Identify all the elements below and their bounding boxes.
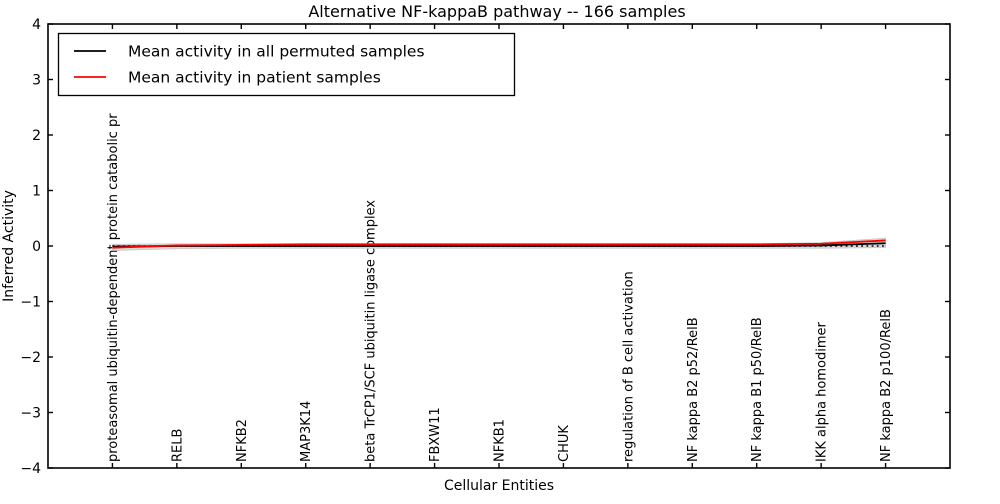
y-tick-label: −1 — [20, 295, 41, 311]
y-tick-label: 2 — [32, 128, 41, 144]
x-tick-label: beta TrCP1/SCF ubiquitin ligase complex — [364, 200, 379, 462]
y-tick-label: 0 — [32, 239, 41, 255]
x-tick-label: NF kappa B1 p50/RelB — [750, 317, 765, 462]
y-tick-label: −2 — [20, 350, 41, 366]
x-tick-label: NF kappa B2 p52/RelB — [686, 317, 701, 462]
x-tick-label: CHUK — [557, 425, 572, 462]
x-tick-label: FBXW11 — [428, 407, 443, 462]
x-axis-label: Cellular Entities — [444, 478, 554, 494]
x-tick-label: RELB — [170, 429, 185, 462]
legend: Mean activity in all permuted samples Me… — [57, 32, 516, 97]
legend-label-patient: Mean activity in patient samples — [128, 69, 381, 87]
x-tick-label: IKK alpha homodimer — [815, 321, 830, 462]
x-tick-label: MAP3K14 — [299, 401, 314, 462]
legend-label-permuted: Mean activity in all permuted samples — [128, 43, 425, 61]
y-tick-label: −4 — [20, 461, 41, 477]
y-tick-label: 1 — [32, 184, 41, 200]
plot-content: 4 3 2 1 0 −1 −2 −3 −4 proteasomal ubiquitin-depen… — [20, 17, 950, 477]
y-axis-label: Inferred Activity — [1, 190, 17, 302]
x-tick-label: NFKB1 — [493, 419, 508, 462]
x-tick-label: proteasomal ubiquitin-dependent protein … — [106, 113, 121, 462]
axes-spines — [47, 23, 951, 469]
chart-title: Alternative NF-kappaB pathway -- 166 sam… — [308, 2, 685, 21]
x-tick-label: regulation of B cell activation — [621, 271, 636, 462]
y-tick-label: 3 — [32, 73, 41, 89]
x-tick-label: NFKB2 — [235, 419, 250, 462]
y-tick-label: 4 — [32, 17, 41, 33]
series-line-permuted — [112, 242, 886, 248]
legend-box — [57, 32, 516, 97]
y-tick-label: −3 — [20, 406, 41, 422]
series-line-patient — [112, 239, 886, 249]
x-tick-label: NF kappa B2 p100/RelB — [879, 309, 894, 462]
